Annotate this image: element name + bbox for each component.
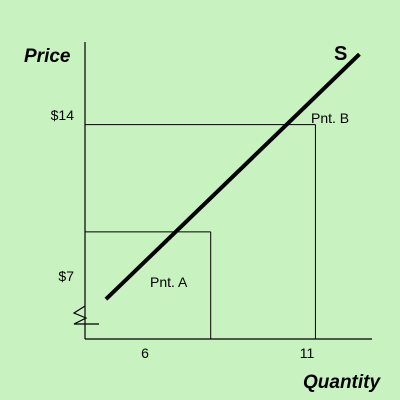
supply-curve-label: S: [334, 43, 347, 65]
point-a-label: Pnt. A: [150, 274, 188, 290]
series-layer: [104, 52, 361, 301]
reference-lines: [85, 124, 316, 339]
x-axis-title: Quantity: [303, 372, 381, 393]
y-tick-label-14: $14: [51, 107, 75, 123]
point-b-label: Pnt. B: [311, 110, 349, 126]
axis-break-symbol: [72, 305, 99, 325]
y-axis-title: Price: [24, 46, 71, 67]
y-tick-label-7: $7: [58, 268, 74, 284]
supply-curve-line: [104, 52, 361, 301]
x-tick-label-11: 11: [300, 345, 315, 361]
x-tick-label-6: 6: [141, 345, 149, 361]
